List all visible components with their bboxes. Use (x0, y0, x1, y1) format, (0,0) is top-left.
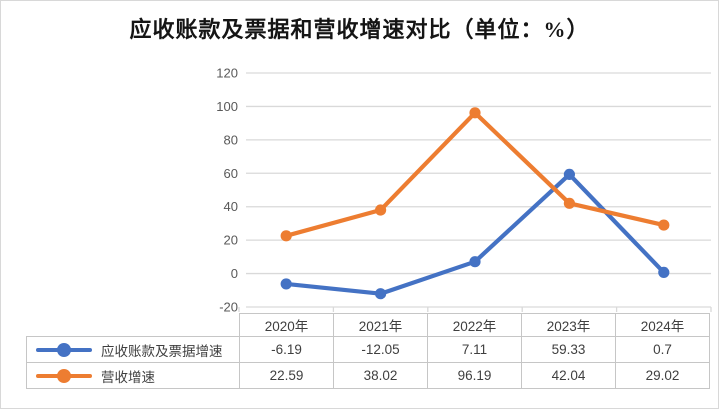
series-line-0 (284, 172, 666, 296)
data-point-marker (280, 278, 292, 290)
legend-marker-blue (36, 342, 92, 357)
table-header-row: 2020年 2021年 2022年 2023年 2024年 (26, 313, 710, 337)
table-value: 96.19 (427, 362, 522, 389)
series-label: 营收增速 (101, 369, 155, 385)
legend-marker-orange (36, 368, 92, 383)
legend-entry: 应收账款及票据增速 (28, 340, 239, 360)
data-point-marker (658, 266, 670, 279)
data-point-marker (658, 219, 670, 231)
table-value: -12.05 (333, 336, 428, 363)
table-value: 42.04 (521, 362, 616, 389)
legend-dot-icon (57, 342, 71, 357)
series-line-1 (284, 110, 666, 238)
table-value: 0.7 (615, 336, 710, 363)
y-axis-tick-label: 20 (224, 233, 238, 248)
column-header-year: 2020年 (239, 313, 334, 337)
column-header-year: 2022年 (427, 313, 522, 337)
table-value: 22.59 (239, 362, 334, 389)
data-point-marker (280, 230, 292, 242)
series-label: 应收账款及票据增速 (101, 343, 223, 359)
y-axis-tick-label: 40 (224, 199, 238, 214)
table-corner-cell (26, 313, 240, 337)
chart-data-table: 2020年 2021年 2022年 2023年 2024年 应收账款及票据增速 … (26, 313, 710, 389)
data-point-marker (469, 256, 481, 268)
legend-cell-receivables: 应收账款及票据增速 (26, 336, 240, 363)
table-value: 38.02 (333, 362, 428, 389)
data-point-marker (563, 168, 576, 181)
column-header-year: 2021年 (333, 313, 428, 337)
legend-entry: 营收增速 (28, 366, 239, 386)
table-row-revenue: 营收增速 22.59 38.02 96.19 42.04 29.02 (26, 362, 710, 389)
y-axis-tick-label: 60 (224, 166, 238, 181)
y-axis-tick-label: 100 (216, 99, 238, 114)
table-value: -6.19 (239, 336, 334, 363)
column-header-year: 2024年 (615, 313, 710, 337)
data-point-marker (563, 197, 576, 209)
table-row-receivables: 应收账款及票据增速 -6.19 -12.05 7.11 59.33 0.7 (26, 336, 710, 363)
data-point-marker (375, 288, 387, 300)
legend-dot-icon (57, 368, 71, 383)
legend-cell-revenue: 营收增速 (26, 362, 240, 389)
table-value: 59.33 (521, 336, 616, 363)
chart-title: 应收账款及票据和营收增速对比（单位：%） (129, 17, 590, 42)
y-axis-tick-label: -20 (219, 300, 238, 315)
y-axis-tick-label: 80 (224, 132, 238, 147)
data-point-marker (375, 204, 387, 216)
table-value: 7.11 (427, 336, 522, 363)
column-header-year: 2023年 (521, 313, 616, 337)
y-axis-tick-label: 120 (216, 66, 238, 81)
y-axis-tick-label: 0 (231, 266, 238, 281)
table-value: 29.02 (615, 362, 710, 389)
data-point-marker (469, 107, 481, 119)
